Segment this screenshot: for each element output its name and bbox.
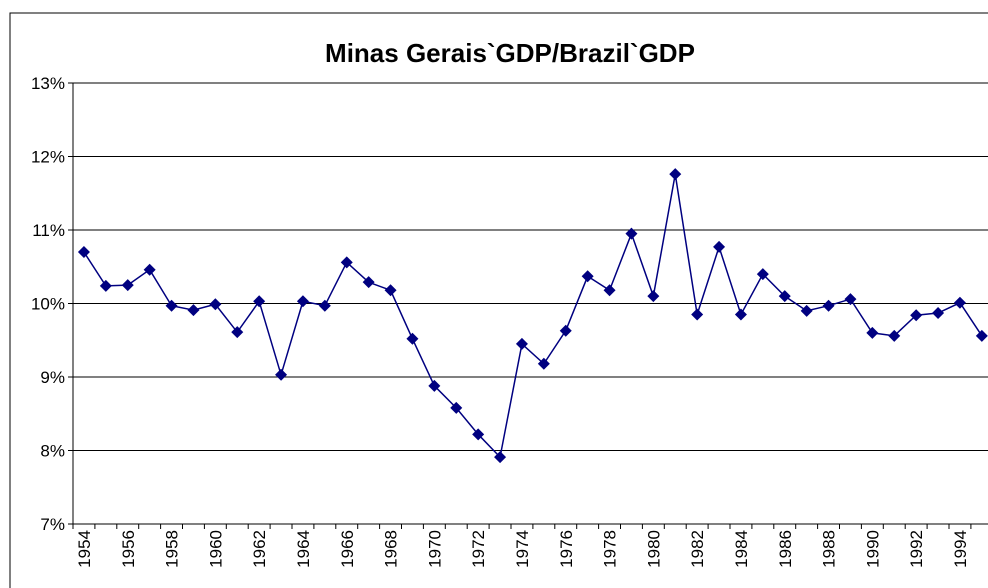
x-tick-label: 1982	[688, 530, 707, 568]
data-point	[910, 309, 923, 322]
data-point	[165, 299, 178, 312]
x-tick-label: 1994	[951, 530, 970, 568]
data-point	[450, 401, 463, 414]
y-tick-label: 12%	[31, 148, 65, 167]
data-point	[472, 428, 485, 441]
data-point	[691, 308, 704, 321]
data-point	[121, 279, 134, 292]
x-tick-label: 1958	[163, 530, 182, 568]
data-point	[515, 337, 528, 350]
x-tick-label: 1956	[119, 530, 138, 568]
x-tick-label: 1974	[513, 530, 532, 568]
data-point	[866, 326, 879, 339]
y-tick-label: 8%	[40, 442, 65, 461]
x-tick-label: 1964	[294, 530, 313, 568]
data-point	[822, 299, 835, 312]
data-point	[428, 379, 441, 392]
data-point	[384, 284, 397, 297]
x-tick-label: 1978	[601, 530, 620, 568]
data-point	[77, 246, 90, 259]
y-tick-label: 9%	[40, 368, 65, 387]
data-point	[362, 276, 375, 289]
x-tick-label: 1968	[382, 530, 401, 568]
data-point	[406, 332, 419, 345]
data-point	[296, 295, 309, 308]
data-point	[275, 368, 288, 381]
x-tick-label: 1962	[250, 530, 269, 568]
y-tick-label: 10%	[31, 295, 65, 314]
x-tick-label: 1980	[644, 530, 663, 568]
x-tick-label: 1960	[206, 530, 225, 568]
data-point	[953, 296, 966, 309]
data-point	[99, 279, 112, 292]
x-tick-label: 1984	[732, 530, 751, 568]
x-tick-label: 1988	[820, 530, 839, 568]
x-tick-label: 1976	[557, 530, 576, 568]
x-tick-label: 1970	[425, 530, 444, 568]
data-point	[231, 326, 244, 339]
data-point	[778, 290, 791, 303]
data-point	[844, 293, 857, 306]
data-point	[932, 307, 945, 320]
x-tick-label: 1954	[75, 530, 94, 568]
data-point	[756, 268, 769, 281]
data-point	[647, 290, 660, 303]
data-point	[494, 451, 507, 464]
x-tick-label: 1990	[863, 530, 882, 568]
data-point	[625, 227, 638, 240]
data-point	[581, 270, 594, 283]
y-tick-label: 7%	[40, 515, 65, 534]
data-point	[669, 168, 682, 181]
data-point	[734, 308, 747, 321]
y-tick-label: 13%	[31, 74, 65, 93]
x-tick-label: 1992	[907, 530, 926, 568]
data-point	[713, 240, 726, 253]
data-point	[340, 256, 353, 269]
data-point	[800, 304, 813, 317]
chart-title: Minas Gerais`GDP/Brazil`GDP	[325, 38, 695, 68]
data-point	[253, 295, 266, 308]
x-tick-label: 1972	[469, 530, 488, 568]
data-point	[187, 304, 200, 317]
data-point	[318, 299, 331, 312]
x-tick-label: 1966	[338, 530, 357, 568]
data-point	[975, 329, 988, 342]
x-tick-label: 1986	[776, 530, 795, 568]
data-point	[209, 298, 222, 311]
data-point	[559, 324, 572, 337]
data-point	[888, 329, 901, 342]
data-point	[537, 357, 550, 370]
data-point	[143, 263, 156, 276]
y-tick-label: 11%	[32, 221, 65, 240]
data-point	[603, 284, 616, 297]
